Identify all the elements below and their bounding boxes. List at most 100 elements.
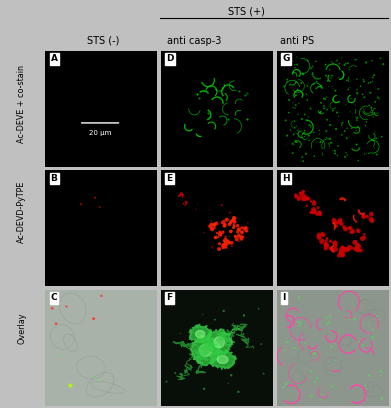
Point	[232, 233, 239, 239]
Point	[311, 153, 317, 160]
Point	[365, 373, 371, 379]
Point	[281, 66, 287, 72]
Point	[339, 252, 346, 259]
Point	[49, 305, 55, 312]
Polygon shape	[189, 324, 212, 343]
Text: B: B	[50, 174, 57, 183]
Point	[335, 140, 341, 146]
Point	[311, 129, 317, 135]
Point	[309, 393, 315, 399]
Point	[314, 375, 321, 381]
Point	[375, 94, 381, 101]
Point	[337, 219, 343, 226]
Point	[319, 230, 325, 237]
Point	[316, 209, 323, 216]
Point	[361, 78, 367, 85]
Point	[300, 71, 306, 78]
Point	[319, 391, 325, 397]
Polygon shape	[196, 330, 205, 338]
Point	[364, 150, 370, 156]
Point	[199, 311, 206, 318]
Point	[347, 225, 353, 231]
Point	[228, 218, 234, 224]
Point	[332, 150, 338, 157]
Point	[346, 66, 353, 73]
Point	[368, 79, 374, 86]
Text: D: D	[167, 55, 174, 64]
Point	[332, 148, 338, 154]
Point	[237, 233, 244, 240]
Point	[360, 342, 366, 348]
Point	[359, 235, 366, 242]
Point	[314, 78, 320, 85]
Point	[212, 225, 218, 231]
Point	[331, 219, 337, 226]
Point	[316, 232, 322, 238]
Point	[219, 219, 225, 225]
Point	[194, 201, 201, 208]
Point	[230, 224, 237, 231]
Point	[344, 77, 350, 84]
Point	[327, 313, 333, 320]
Point	[303, 151, 309, 157]
Point	[98, 293, 104, 299]
Point	[336, 75, 342, 81]
Point	[318, 397, 324, 403]
Point	[301, 127, 308, 134]
Point	[226, 239, 232, 245]
Text: C: C	[50, 293, 57, 302]
Point	[320, 232, 326, 238]
Point	[323, 314, 330, 321]
Point	[299, 345, 305, 352]
Point	[301, 340, 308, 346]
Point	[183, 201, 190, 207]
Point	[312, 199, 318, 206]
Point	[341, 247, 347, 253]
Point	[213, 220, 220, 227]
Point	[321, 95, 327, 102]
Point	[321, 103, 327, 109]
Point	[292, 64, 298, 71]
Point	[339, 221, 345, 227]
Point	[354, 76, 360, 82]
Point	[308, 301, 315, 308]
Point	[352, 113, 359, 120]
Point	[300, 188, 306, 195]
Point	[312, 350, 318, 357]
Point	[330, 123, 336, 129]
Point	[332, 357, 339, 364]
Point	[209, 226, 215, 232]
Point	[294, 54, 300, 60]
Point	[229, 243, 235, 250]
Point	[325, 83, 332, 90]
Point	[362, 382, 369, 389]
Point	[342, 62, 348, 68]
Point	[363, 118, 369, 125]
Point	[224, 217, 230, 223]
Point	[333, 223, 339, 229]
Point	[220, 242, 226, 248]
Point	[310, 197, 317, 204]
Point	[255, 306, 262, 312]
Point	[66, 382, 73, 388]
Point	[352, 102, 358, 108]
Point	[235, 388, 242, 395]
Point	[337, 356, 344, 362]
Point	[296, 294, 302, 301]
Point	[361, 94, 368, 100]
Point	[300, 190, 306, 197]
Point	[330, 85, 336, 91]
Point	[304, 202, 310, 209]
Point	[292, 62, 298, 68]
Point	[341, 248, 347, 255]
Point	[206, 206, 213, 213]
Point	[230, 217, 236, 224]
Point	[334, 152, 341, 159]
Point	[284, 132, 290, 139]
Point	[366, 102, 372, 109]
Point	[353, 127, 360, 134]
Point	[221, 241, 227, 247]
Point	[294, 61, 300, 68]
Point	[354, 243, 360, 250]
Point	[283, 381, 289, 387]
